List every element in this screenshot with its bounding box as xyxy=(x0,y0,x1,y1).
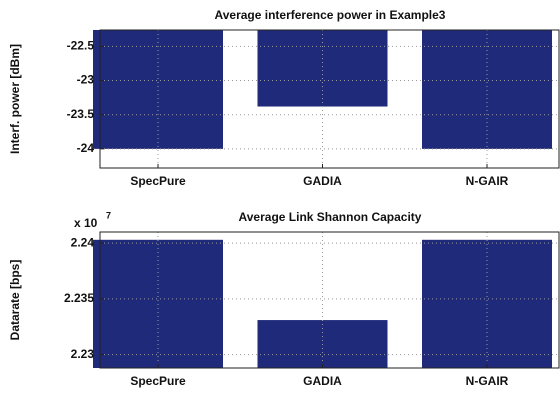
y-axis-label: Interf. power [dBm] xyxy=(8,44,22,154)
x-tick-label: SpecPure xyxy=(130,374,186,388)
bar xyxy=(93,30,223,149)
x-tick-label: N-GAIR xyxy=(466,174,509,188)
plot-frame xyxy=(99,29,560,169)
axis-multiplier: x 10 xyxy=(74,216,98,230)
bar xyxy=(93,239,223,368)
axis-multiplier-exponent: 7 xyxy=(106,210,111,220)
x-tick-label: GADIA xyxy=(303,374,342,388)
y-tick-label: 2.23 xyxy=(71,347,95,361)
chart-title: Average Link Shannon Capacity xyxy=(239,210,422,224)
x-tick-label: GADIA xyxy=(303,174,342,188)
x-tick-label: N-GAIR xyxy=(466,374,509,388)
y-tick-label: 2.235 xyxy=(64,291,94,305)
y-tick-label: -23.5 xyxy=(67,107,95,121)
y-axis-label: Datarate [bps] xyxy=(8,260,22,341)
bar xyxy=(257,30,388,107)
chart-title: Average interference power in Example3 xyxy=(215,8,446,22)
bar xyxy=(422,239,552,368)
bar xyxy=(422,30,552,149)
y-tick-label: -23 xyxy=(77,73,95,87)
plot-frame xyxy=(99,231,560,369)
y-tick-label: 2.24 xyxy=(71,235,95,249)
x-tick-label: SpecPure xyxy=(130,174,186,188)
y-tick-label: -24 xyxy=(77,141,95,155)
y-tick-label: -22.5 xyxy=(67,39,95,53)
